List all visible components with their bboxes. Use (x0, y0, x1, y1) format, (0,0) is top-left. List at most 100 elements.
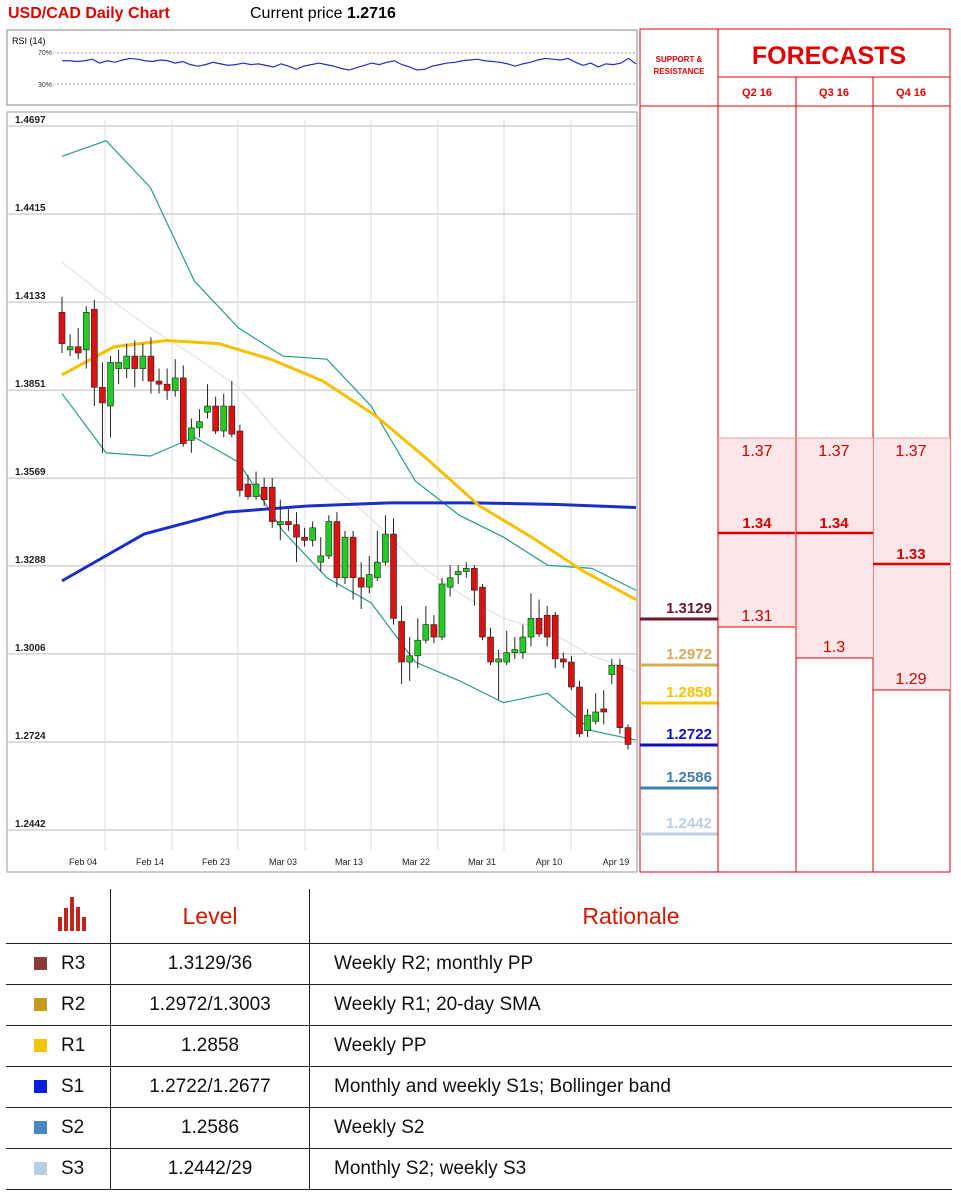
level-name-cell: R3 (6, 943, 111, 985)
level-value: 1.2972/1.3003 (110, 984, 310, 1026)
candle (503, 630, 511, 666)
candle (82, 306, 90, 369)
candle (228, 381, 236, 438)
candle-body (204, 405, 211, 413)
x-tick-label: Feb 23 (202, 857, 230, 867)
candle (616, 658, 624, 734)
level-rationale: Weekly S2 (309, 1107, 952, 1149)
candle-body (212, 405, 219, 432)
forecast-range-band (797, 438, 873, 658)
candle (147, 337, 155, 394)
candle (220, 393, 228, 438)
sr-header-line1: SUPPORT & (656, 55, 703, 64)
candle-body (317, 555, 325, 563)
candle-body (260, 486, 268, 500)
candle-body (58, 312, 66, 344)
candle (438, 577, 446, 641)
candle (333, 512, 341, 588)
candle (382, 515, 389, 566)
candle-body (349, 536, 357, 579)
rsi-upper-label: 70% (38, 50, 52, 57)
candle (600, 690, 608, 725)
candle-body (511, 649, 519, 653)
level-rationale: Weekly PP (309, 1025, 952, 1067)
candle-body (616, 664, 624, 728)
level-rationale: Monthly S2; weekly S3 (309, 1148, 952, 1190)
candle-body (438, 583, 446, 638)
sr-level-label: 1.2442 (666, 815, 712, 832)
candle (592, 693, 599, 725)
sr-column (639, 28, 719, 873)
candle (163, 368, 171, 400)
level-name: S1 (61, 1076, 85, 1097)
candle-body (471, 568, 478, 591)
candle (325, 515, 333, 560)
level-rationale: Weekly R2; monthly PP (309, 943, 952, 985)
x-tick-label: Apr 19 (603, 857, 630, 867)
candle-body (123, 355, 130, 369)
candle-body (406, 655, 413, 663)
rsi-lower-label: 30% (38, 82, 52, 89)
candle-body (365, 574, 373, 588)
candle-body (188, 427, 195, 441)
candle (91, 299, 98, 407)
candle (301, 527, 308, 547)
candle (285, 509, 292, 531)
candle-body (390, 533, 397, 619)
forecast-quarter-header: Q4 16 (896, 87, 926, 99)
candle-body (535, 618, 543, 635)
candle (608, 658, 616, 684)
level-color-swatch (34, 1162, 47, 1175)
candle-body (422, 624, 430, 641)
x-tick-label: Mar 22 (402, 857, 430, 867)
candle-body (527, 618, 535, 638)
candle (543, 605, 551, 647)
candle (293, 512, 300, 563)
levels-row: S1 1.2722/1.2677 Monthly and weekly S1s;… (6, 1066, 952, 1108)
candle (66, 334, 74, 357)
candle-body (551, 614, 559, 660)
candle (204, 384, 211, 419)
forecast-mid-value: 1.34 (819, 515, 849, 532)
candle-body (519, 636, 527, 653)
candle-body (495, 658, 502, 663)
candle (414, 618, 422, 669)
candle (446, 565, 454, 597)
candle-body (196, 421, 203, 429)
level-value: 1.3129/36 (110, 943, 310, 985)
y-tick-label: 1.2442 (15, 819, 46, 830)
y-tick-label: 1.4697 (15, 115, 46, 126)
candle (462, 562, 470, 578)
candle (568, 655, 575, 691)
candle-body (220, 405, 228, 432)
forecast-high-value: 1.37 (818, 443, 849, 460)
x-tick-label: Feb 14 (136, 857, 164, 867)
candle (74, 327, 82, 360)
level-name: S3 (61, 1158, 85, 1179)
forecast-mid-value: 1.33 (896, 546, 925, 563)
candle (576, 680, 583, 737)
x-tick-label: Mar 13 (335, 857, 363, 867)
candle-body (624, 727, 632, 745)
bar-chart-icon (57, 895, 91, 937)
candle (188, 418, 195, 453)
candle (479, 583, 486, 641)
candle-body (293, 524, 300, 538)
x-tick-label: Mar 31 (468, 857, 496, 867)
candle (551, 612, 559, 669)
candle-body (163, 383, 171, 391)
level-rationale: Weekly R1; 20-day SMA (309, 984, 952, 1026)
candle (349, 530, 357, 600)
rsi-line (62, 57, 637, 71)
sr-level-label: 1.2972 (666, 646, 712, 663)
candle-body (341, 536, 349, 579)
candle (430, 615, 438, 644)
candle-body (608, 664, 616, 675)
forecast-quarter-header: Q3 16 (819, 87, 849, 99)
forecast-high-value: 1.37 (741, 443, 772, 460)
y-tick-label: 1.3288 (15, 555, 46, 566)
level-name-cell: S1 (6, 1066, 111, 1108)
level-name: R1 (61, 1035, 86, 1056)
candle (487, 627, 494, 666)
level-rationale: Monthly and weekly S1s; Bollinger band (309, 1066, 952, 1108)
